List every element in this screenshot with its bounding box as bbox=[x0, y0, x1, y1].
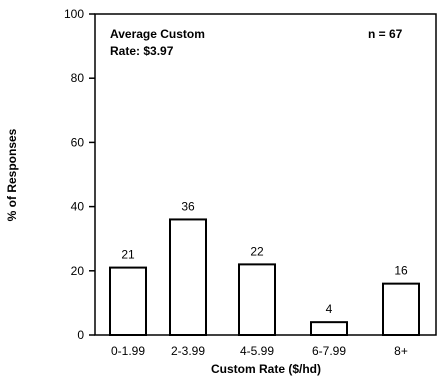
annotation-average-line2: Rate: $3.97 bbox=[110, 44, 174, 58]
x-tick-label-6-7.99: 6-7.99 bbox=[312, 344, 346, 358]
bar-6-7.99 bbox=[310, 321, 348, 337]
x-tick-label-2-3.99: 2-3.99 bbox=[171, 344, 205, 358]
y-axis-title: % of Responses bbox=[5, 128, 19, 221]
x-tick-label-8+: 8+ bbox=[394, 344, 408, 358]
y-tick-label-20: 20 bbox=[71, 264, 85, 278]
data-label-0-1.99: 21 bbox=[121, 248, 135, 262]
y-tick-label-0: 0 bbox=[77, 328, 84, 342]
data-label-4-5.99: 22 bbox=[250, 244, 264, 258]
bar-0-1.99 bbox=[109, 266, 147, 336]
y-tick-label-60: 60 bbox=[71, 135, 85, 149]
y-tick-label-100: 100 bbox=[64, 7, 84, 21]
data-label-8+: 16 bbox=[394, 264, 408, 278]
x-axis-title: Custom Rate ($/hd) bbox=[211, 362, 321, 376]
x-tick-label-0-1.99: 0-1.99 bbox=[111, 344, 145, 358]
y-axis: 0 20 40 60 80 100 bbox=[64, 7, 95, 342]
bar-4-5.99 bbox=[238, 263, 276, 337]
bar-8+ bbox=[382, 282, 420, 337]
annotation-average-line1: Average Custom bbox=[110, 27, 205, 41]
bars: 21 36 22 4 16 bbox=[109, 199, 420, 337]
y-tick-label-40: 40 bbox=[71, 200, 85, 214]
data-label-6-7.99: 4 bbox=[326, 302, 333, 316]
x-axis: 0-1.99 2-3.99 4-5.99 6-7.99 8+ bbox=[111, 344, 408, 358]
bar-2-3.99 bbox=[169, 218, 207, 336]
y-tick-label-80: 80 bbox=[71, 71, 85, 85]
annotation-sample-size: n = 67 bbox=[368, 27, 403, 41]
x-tick-label-4-5.99: 4-5.99 bbox=[240, 344, 274, 358]
data-label-2-3.99: 36 bbox=[181, 199, 195, 213]
